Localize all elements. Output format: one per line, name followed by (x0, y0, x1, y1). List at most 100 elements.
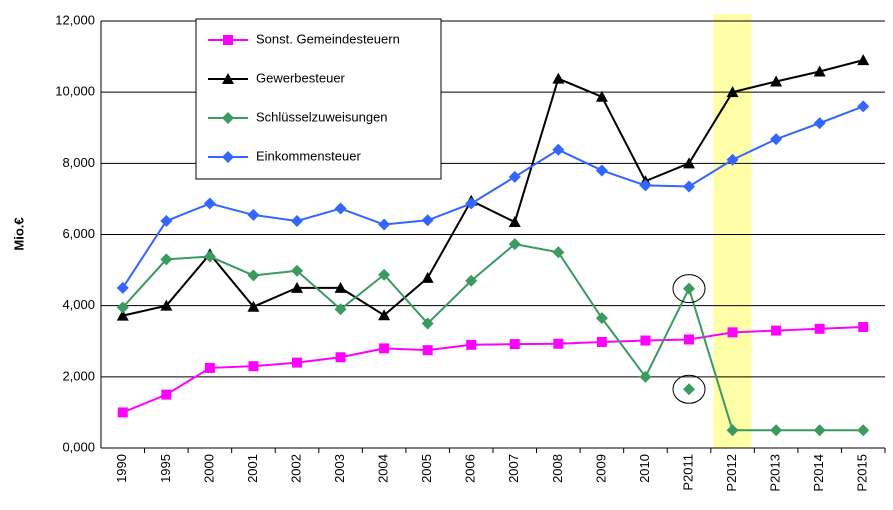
data-point (203, 197, 216, 210)
data-point (116, 301, 129, 314)
x-tick-label: P2011 (680, 454, 695, 491)
highlight-circle (672, 374, 706, 404)
series-line (122, 59, 864, 317)
x-tick-label: 1995 (158, 454, 173, 483)
data-point (509, 339, 520, 350)
x-tick-label: 2007 (506, 454, 521, 483)
data-point (379, 343, 390, 354)
data-point (770, 424, 783, 437)
data-point (466, 339, 477, 350)
data-point (291, 264, 303, 277)
data-point (727, 327, 738, 338)
data-point (639, 179, 652, 192)
x-tick-label: P2012 (724, 454, 739, 492)
x-tick-label: 2003 (332, 454, 347, 483)
data-point (160, 299, 173, 311)
data-point (378, 309, 391, 321)
x-tick-label: 2006 (463, 454, 478, 483)
data-point (683, 282, 695, 295)
y-axis-label: Mio.€ (11, 217, 26, 250)
data-point (639, 370, 652, 383)
series-line (121, 105, 864, 289)
data-point (595, 312, 608, 325)
data-point (770, 75, 783, 87)
data-point (595, 164, 608, 177)
data-point (465, 197, 478, 210)
data-point (553, 338, 564, 349)
data-point (684, 334, 694, 345)
x-tick-label: 2008 (550, 454, 565, 483)
data-point (552, 246, 565, 259)
highlight-circle (672, 274, 706, 304)
data-point (595, 90, 608, 102)
data-point (160, 214, 173, 227)
data-point (292, 357, 302, 368)
x-tick-label: 2002 (288, 454, 303, 483)
x-tick-label: 2010 (637, 454, 652, 483)
data-point (421, 317, 434, 330)
data-point (813, 117, 826, 130)
x-tick-label: 2000 (201, 454, 216, 483)
x-tick-label: 2004 (376, 454, 391, 483)
data-point (335, 352, 346, 363)
data-point (508, 170, 521, 183)
data-point (291, 214, 303, 227)
y-tick-label: 4,000 (62, 297, 95, 312)
data-point (291, 281, 303, 293)
data-point (857, 54, 870, 66)
data-point (640, 335, 651, 346)
data-point (247, 269, 260, 282)
series-line (122, 243, 864, 432)
data-point (813, 65, 826, 77)
x-tick-label: P2013 (768, 454, 783, 492)
y-tick-label: 2,000 (62, 368, 95, 383)
legend-label: Gewerbesteuer (256, 70, 346, 85)
x-tick-label: P2015 (855, 454, 870, 492)
data-point (160, 253, 173, 266)
data-point (858, 322, 869, 333)
data-point (552, 143, 565, 156)
data-point (726, 424, 739, 437)
data-point (813, 424, 826, 437)
legend-marker (223, 35, 233, 45)
data-point (508, 238, 521, 251)
data-point (204, 362, 215, 373)
y-tick-label: 6,000 (62, 226, 95, 241)
x-tick-label: 1990 (114, 454, 129, 483)
data-point (726, 153, 739, 166)
data-point (683, 157, 695, 169)
legend-label: Sonst. Gemeindesteuern (256, 31, 400, 46)
legend-label: Schlüsselzuweisungen (256, 109, 388, 124)
data-point (857, 424, 870, 437)
data-point (814, 323, 825, 334)
legend-marker (222, 151, 234, 163)
x-tick-label: P2014 (811, 454, 826, 492)
data-point (117, 407, 128, 418)
data-point (683, 383, 695, 396)
y-tick-label: 8,000 (62, 155, 95, 170)
data-point (770, 133, 783, 146)
data-point (203, 250, 216, 263)
highlight-band (713, 14, 752, 448)
x-tick-label: 2009 (593, 454, 608, 483)
data-point (116, 309, 129, 321)
y-tick-label: 12,000 (55, 12, 95, 27)
data-point (857, 100, 870, 113)
y-tick-label: 0,000 (62, 439, 95, 454)
data-point (771, 325, 782, 336)
legend-label: Einkommensteuer (256, 148, 361, 163)
data-point (378, 268, 391, 281)
data-point (334, 281, 347, 293)
data-point (334, 202, 347, 215)
data-point (552, 72, 565, 84)
x-tick-label: 2005 (419, 454, 434, 483)
data-point (421, 271, 434, 283)
data-point (248, 361, 259, 372)
x-tick-label: 2001 (245, 454, 260, 483)
data-point (378, 218, 391, 231)
data-point (421, 214, 434, 227)
data-point (726, 86, 739, 98)
data-point (465, 274, 478, 287)
data-point (596, 336, 607, 347)
